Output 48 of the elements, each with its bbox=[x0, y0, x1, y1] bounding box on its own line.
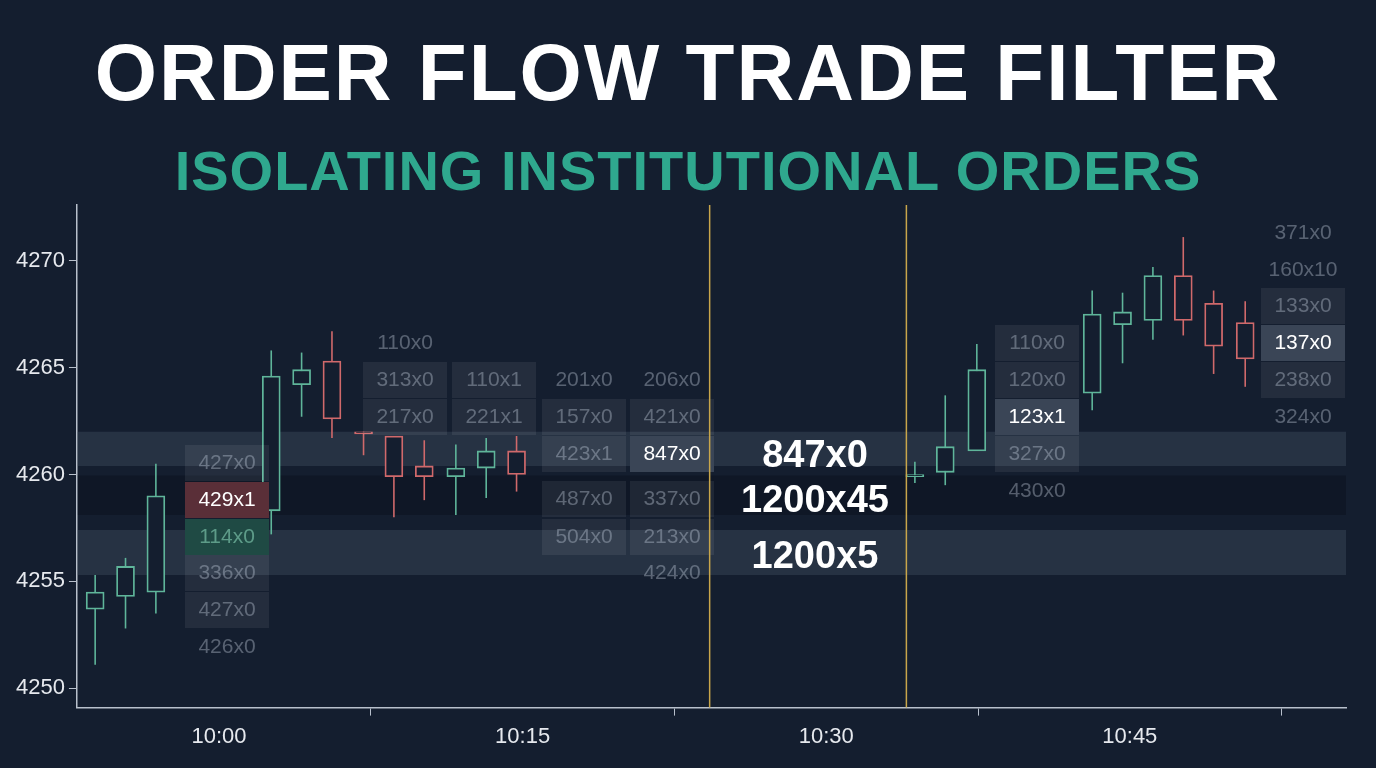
x-tick-label: 10:15 bbox=[495, 722, 551, 748]
annotation: 504x0 bbox=[555, 523, 613, 547]
annotation: 337x0 bbox=[643, 485, 701, 509]
annotation: 371x0 bbox=[1274, 219, 1332, 243]
annotation: 238x0 bbox=[1274, 366, 1332, 390]
annotation: 847x0 bbox=[762, 433, 868, 476]
annotation: 137x0 bbox=[1274, 329, 1332, 353]
annotation: 426x0 bbox=[198, 633, 256, 657]
x-tick-label: 10:45 bbox=[1102, 722, 1158, 748]
annotation: 120x0 bbox=[1008, 366, 1066, 390]
annotation: 110x1 bbox=[466, 366, 522, 390]
annotation: 114x0 bbox=[199, 523, 255, 547]
y-tick-label: 4270 bbox=[15, 246, 65, 272]
y-tick-label: 4255 bbox=[15, 567, 65, 593]
annotation: 847x0 bbox=[643, 440, 701, 464]
annotation: 157x0 bbox=[555, 403, 613, 427]
annotation: 424x0 bbox=[643, 559, 701, 583]
candlestick bbox=[292, 351, 311, 418]
annotation: 336x0 bbox=[198, 559, 256, 583]
annotation: 1200x45 bbox=[741, 478, 889, 521]
annotation: 313x0 bbox=[376, 366, 434, 390]
annotation: 427x0 bbox=[198, 596, 256, 620]
y-tick-label: 4260 bbox=[15, 460, 65, 486]
annotation: 1200x5 bbox=[751, 534, 879, 577]
annotation: 324x0 bbox=[1274, 403, 1332, 427]
candlestick bbox=[1113, 291, 1132, 365]
annotation: 110x0 bbox=[377, 329, 433, 353]
chart-title: ORDER FLOW TRADE FILTER bbox=[93, 28, 1283, 118]
annotation: 217x0 bbox=[376, 403, 434, 427]
y-tick-label: 4250 bbox=[15, 674, 65, 700]
annotation: 221x1 bbox=[465, 403, 523, 427]
annotation: 110x0 bbox=[1009, 329, 1065, 353]
annotation: 429x1 bbox=[198, 486, 256, 510]
x-tick-label: 10:00 bbox=[191, 722, 247, 748]
candlestick bbox=[85, 574, 105, 666]
annotation: 430x0 bbox=[1008, 477, 1066, 501]
annotation: 201x0 bbox=[555, 366, 613, 390]
annotation: 133x0 bbox=[1274, 292, 1332, 316]
annotation: 421x0 bbox=[643, 403, 701, 427]
annotation: 427x0 bbox=[198, 449, 256, 473]
annotation: 487x0 bbox=[555, 485, 613, 509]
x-tick-label: 10:30 bbox=[798, 722, 854, 748]
annotation: 123x1 bbox=[1008, 403, 1066, 427]
y-tick-label: 4265 bbox=[15, 353, 65, 379]
annotation: 206x0 bbox=[643, 366, 701, 390]
annotation: 160x10 bbox=[1268, 256, 1338, 280]
annotation: 213x0 bbox=[643, 523, 701, 547]
chart-subtitle: ISOLATING INSTITUTIONAL ORDERS bbox=[173, 138, 1203, 204]
